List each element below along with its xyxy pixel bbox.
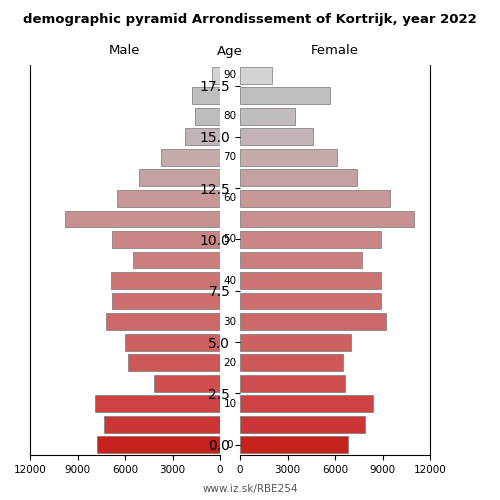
- Bar: [240, 334, 351, 350]
- Bar: [65, 210, 220, 228]
- Bar: [240, 354, 343, 371]
- Text: 50: 50: [224, 234, 236, 244]
- Bar: [154, 374, 220, 392]
- Text: 70: 70: [224, 152, 236, 162]
- Bar: [192, 88, 220, 104]
- Bar: [162, 149, 220, 166]
- Bar: [240, 272, 381, 289]
- Text: Age: Age: [217, 44, 243, 58]
- Bar: [240, 374, 344, 392]
- Bar: [139, 170, 220, 186]
- Bar: [240, 128, 313, 146]
- Bar: [240, 292, 381, 310]
- Bar: [106, 313, 220, 330]
- Bar: [112, 292, 220, 310]
- Text: 60: 60: [224, 194, 236, 203]
- Bar: [240, 149, 336, 166]
- Text: 40: 40: [224, 276, 236, 285]
- Bar: [212, 67, 220, 84]
- Bar: [240, 190, 390, 207]
- Bar: [125, 334, 220, 350]
- Bar: [240, 210, 414, 228]
- Text: 0: 0: [227, 440, 233, 450]
- Bar: [133, 252, 220, 268]
- Bar: [240, 231, 381, 248]
- Text: 20: 20: [224, 358, 236, 368]
- Bar: [128, 354, 220, 371]
- Bar: [240, 396, 373, 412]
- Bar: [112, 231, 220, 248]
- Bar: [240, 108, 296, 124]
- Text: 90: 90: [224, 70, 236, 81]
- Bar: [240, 88, 330, 104]
- Bar: [111, 272, 220, 289]
- Bar: [95, 396, 220, 412]
- Bar: [240, 67, 272, 84]
- Bar: [240, 252, 362, 268]
- Bar: [240, 416, 365, 432]
- Text: Female: Female: [311, 44, 359, 58]
- Bar: [240, 436, 348, 453]
- Bar: [194, 108, 220, 124]
- Bar: [240, 313, 386, 330]
- Text: Male: Male: [109, 44, 141, 58]
- Text: demographic pyramid Arrondissement of Kortrijk, year 2022: demographic pyramid Arrondissement of Ko…: [23, 12, 477, 26]
- Text: www.iz.sk/RBE254: www.iz.sk/RBE254: [202, 484, 298, 494]
- Bar: [117, 190, 220, 207]
- Bar: [104, 416, 220, 432]
- Bar: [240, 170, 357, 186]
- Text: 80: 80: [224, 112, 236, 122]
- Text: 10: 10: [224, 398, 236, 408]
- Text: 30: 30: [224, 316, 236, 326]
- Bar: [96, 436, 220, 453]
- Bar: [185, 128, 220, 146]
